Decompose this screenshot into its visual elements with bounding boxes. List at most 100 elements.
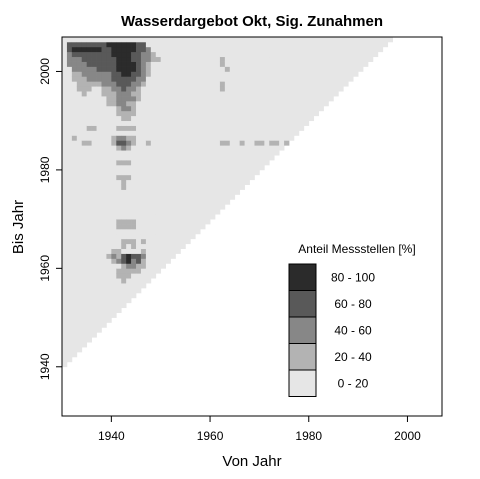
- heatmap-cell: [160, 219, 166, 225]
- heatmap-cell: [62, 96, 68, 102]
- heatmap-cell: [145, 258, 152, 264]
- heatmap-cell: [170, 204, 176, 210]
- heatmap-cell: [318, 37, 324, 43]
- heatmap-cell: [259, 81, 265, 87]
- heatmap-cell: [234, 56, 241, 62]
- heatmap-cell: [131, 292, 137, 299]
- heatmap-cell: [136, 233, 142, 240]
- heatmap-cell: [126, 145, 132, 151]
- heatmap-cell: [175, 100, 181, 107]
- heatmap-cell: [101, 41, 107, 48]
- heatmap-cell: [121, 135, 127, 141]
- heatmap-cell: [121, 292, 127, 299]
- heatmap-cell: [190, 110, 196, 117]
- heatmap-cell: [155, 268, 162, 274]
- heatmap-cell: [239, 169, 245, 176]
- heatmap-cell: [195, 96, 201, 102]
- heatmap-cell: [96, 297, 102, 304]
- heatmap-cell: [131, 61, 137, 67]
- heatmap-cell: [170, 248, 176, 254]
- heatmap-cell: [160, 56, 166, 62]
- heatmap-cell: [66, 174, 73, 181]
- heatmap-cell: [160, 184, 166, 190]
- heatmap-cell: [136, 51, 142, 58]
- heatmap-cell: [195, 130, 201, 136]
- heatmap-cell: [86, 174, 92, 181]
- heatmap-cell: [71, 91, 78, 97]
- heatmap-cell: [195, 37, 201, 43]
- heatmap-cell: [131, 263, 137, 269]
- heatmap-cell: [254, 76, 260, 82]
- heatmap-cell: [62, 189, 68, 195]
- heatmap-cell: [71, 174, 78, 181]
- heatmap-cell: [165, 184, 171, 190]
- heatmap-cell: [101, 273, 107, 279]
- heatmap-cell: [239, 91, 245, 97]
- heatmap-cell: [116, 209, 122, 215]
- heatmap-cell: [274, 105, 280, 112]
- heatmap-cell: [303, 37, 310, 43]
- heatmap-cell: [190, 91, 196, 97]
- heatmap-cell: [86, 96, 92, 102]
- heatmap-cell: [91, 120, 97, 126]
- heatmap-cell: [249, 140, 255, 146]
- heatmap-cell: [353, 46, 359, 53]
- heatmap-cell: [111, 140, 117, 146]
- heatmap-cell: [185, 81, 191, 87]
- heatmap-cell: [76, 214, 83, 220]
- heatmap-cell: [274, 86, 280, 92]
- heatmap-cell: [219, 130, 226, 136]
- heatmap-cell: [239, 110, 245, 117]
- heatmap-cell: [91, 209, 97, 215]
- heatmap-cell: [269, 56, 275, 62]
- heatmap-cell: [318, 81, 324, 87]
- heatmap-cell: [175, 189, 181, 195]
- heatmap-cell: [126, 56, 132, 62]
- heatmap-cell: [244, 96, 250, 102]
- legend-swatch: [288, 263, 317, 291]
- heatmap-cell: [372, 46, 379, 53]
- heatmap-cell: [150, 41, 157, 48]
- heatmap-cell: [71, 110, 78, 117]
- heatmap-cell: [308, 71, 315, 77]
- heatmap-cell: [175, 46, 181, 53]
- heatmap-cell: [66, 155, 73, 161]
- heatmap-cell: [219, 41, 226, 48]
- heatmap-cell: [145, 268, 152, 274]
- heatmap-cell: [303, 66, 310, 72]
- heatmap-cell: [116, 61, 122, 67]
- heatmap-cell: [239, 184, 245, 190]
- heatmap-cell: [71, 145, 78, 151]
- heatmap-cell: [308, 100, 315, 107]
- heatmap-cell: [106, 140, 112, 146]
- heatmap-cell: [239, 100, 245, 107]
- heatmap-cell: [116, 110, 122, 117]
- heatmap-cell: [111, 51, 117, 58]
- heatmap-cell: [150, 258, 157, 264]
- heatmap-cell: [229, 155, 236, 161]
- heatmap-cell: [298, 125, 305, 131]
- heatmap-cell: [308, 46, 315, 53]
- heatmap-cell: [76, 189, 83, 195]
- heatmap-cell: [244, 91, 250, 97]
- heatmap-cell: [200, 120, 206, 126]
- heatmap-cell: [62, 219, 68, 225]
- heatmap-cell: [293, 46, 300, 53]
- heatmap-cell: [180, 96, 186, 102]
- heatmap-cell: [96, 288, 102, 294]
- heatmap-cell: [131, 174, 137, 181]
- heatmap-cell: [131, 194, 137, 200]
- heatmap-cell: [269, 61, 275, 67]
- heatmap-cell: [86, 337, 92, 343]
- heatmap-cell: [71, 352, 78, 358]
- heatmap-cell: [136, 160, 142, 166]
- heatmap-cell: [313, 81, 319, 87]
- heatmap-cell: [96, 115, 102, 122]
- heatmap-cell: [76, 332, 83, 338]
- heatmap-cell: [121, 189, 127, 195]
- heatmap-cell: [185, 199, 191, 205]
- heatmap-cell: [170, 199, 176, 205]
- heatmap-cell: [160, 155, 166, 161]
- heatmap-cell: [62, 145, 68, 151]
- heatmap-cell: [200, 130, 206, 136]
